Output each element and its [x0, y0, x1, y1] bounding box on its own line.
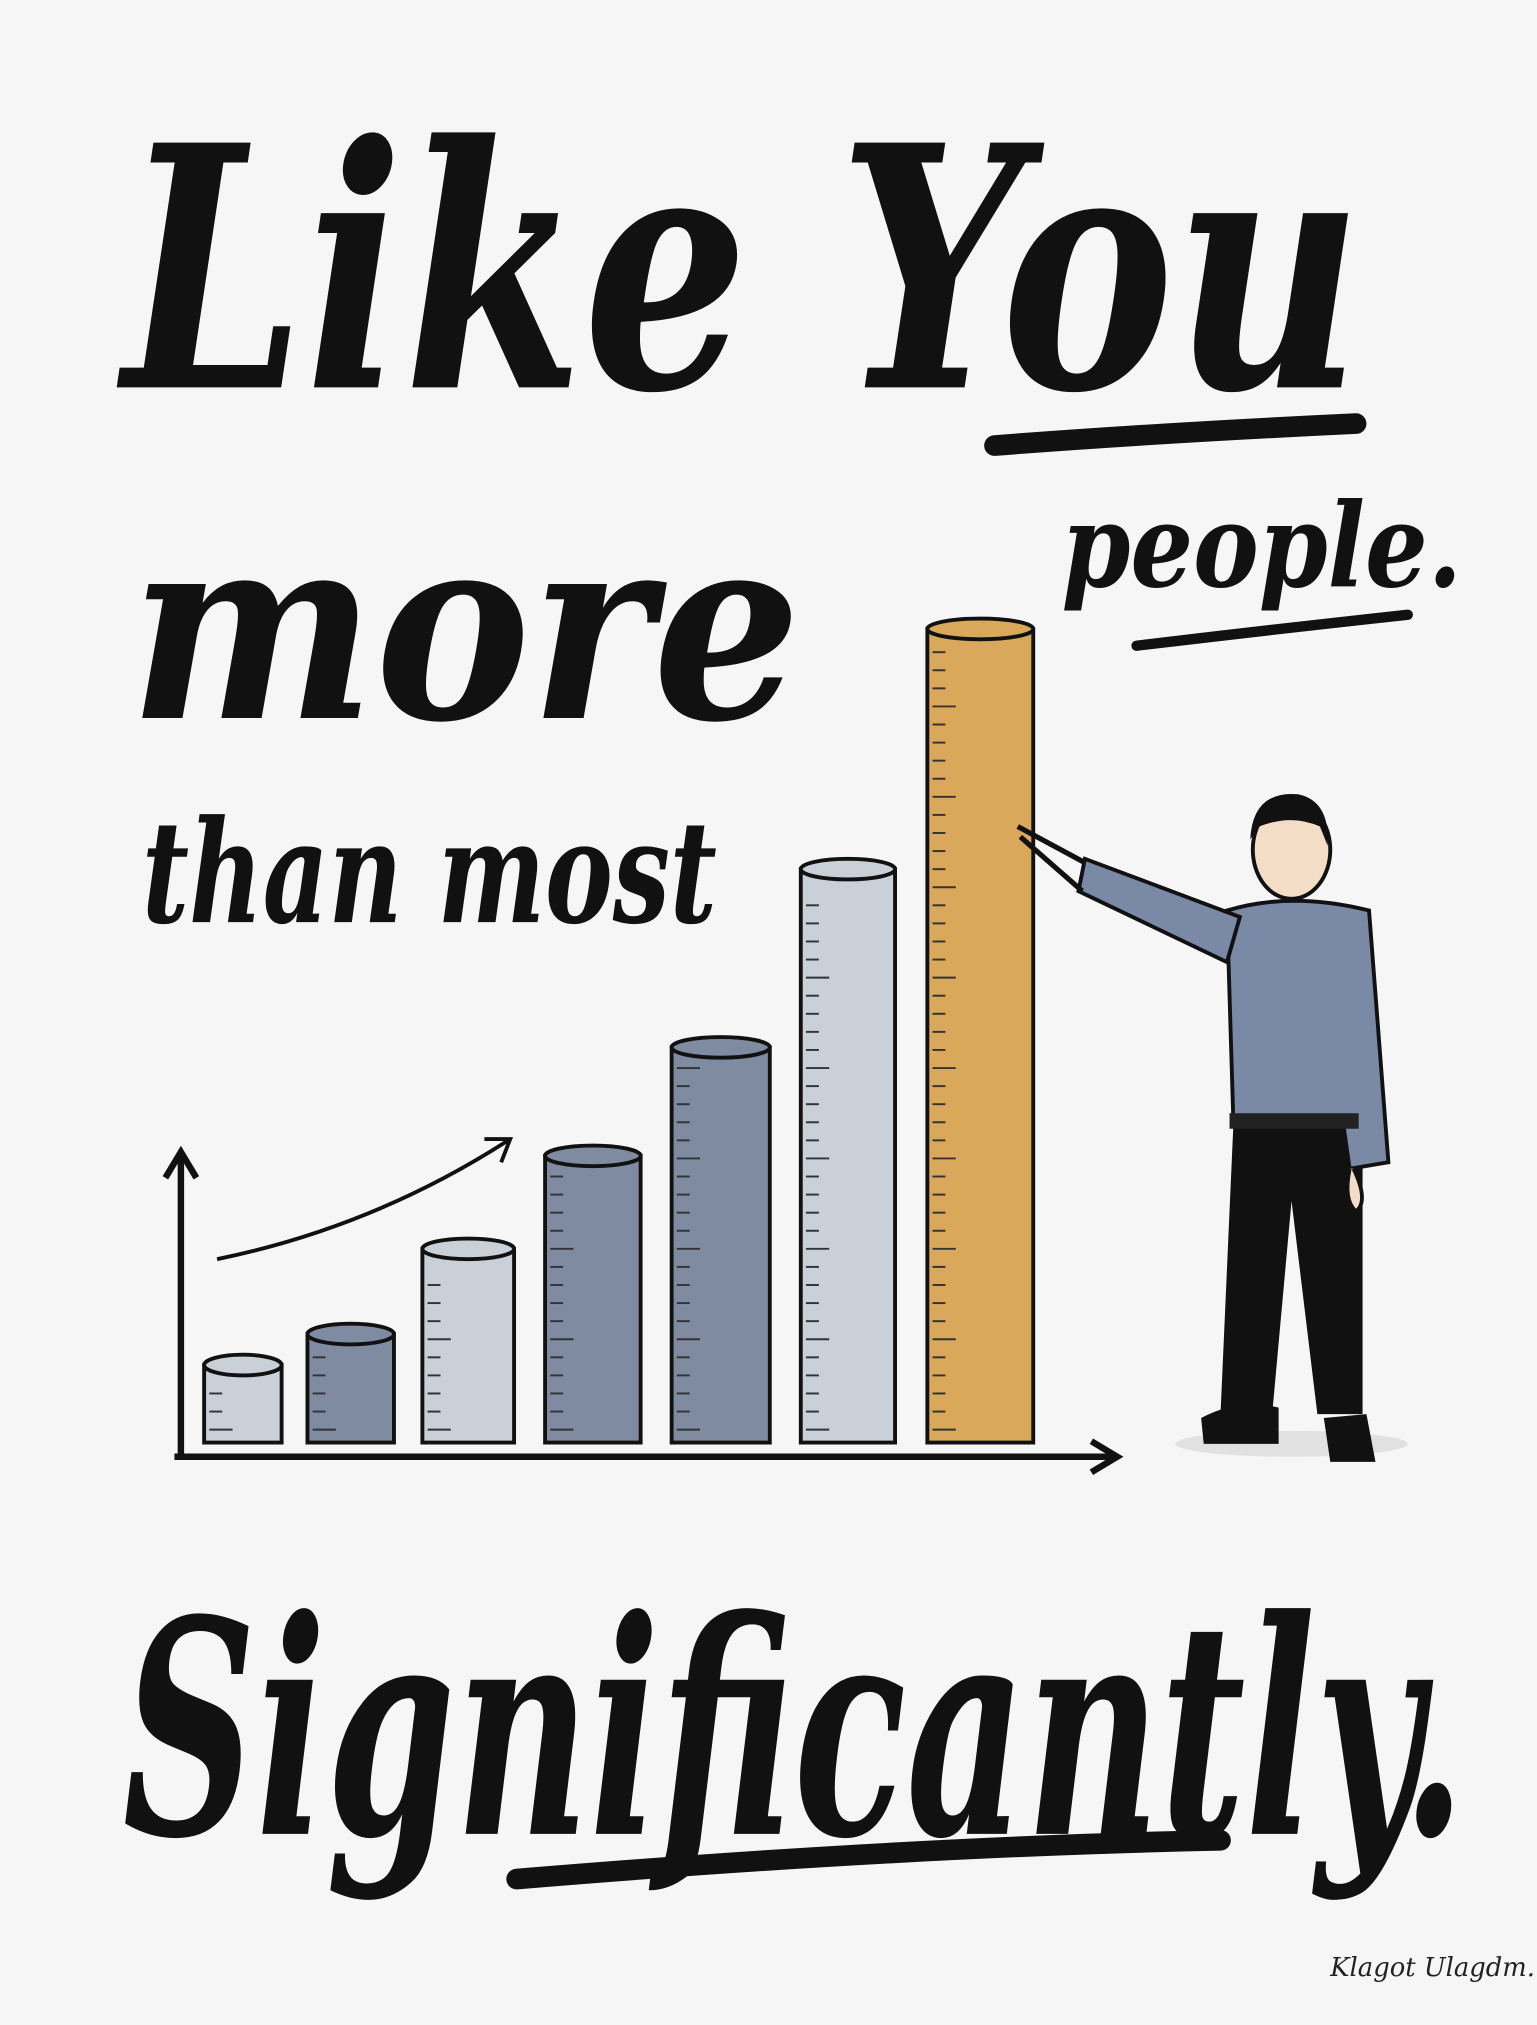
bar-1	[202, 1352, 284, 1445]
man-pointing	[1016, 793, 1408, 1462]
left-shoe	[1201, 1404, 1279, 1444]
bar-body	[543, 1153, 643, 1445]
underline-significantly	[506, 1829, 1231, 1890]
bar-4	[543, 1143, 643, 1445]
shirt	[1224, 898, 1391, 1172]
headline-than-most: than most	[142, 789, 717, 956]
hand	[1345, 1167, 1364, 1214]
underline-people	[1131, 609, 1413, 651]
right-shoe	[1323, 1414, 1376, 1462]
trend-arrow	[216, 1137, 514, 1262]
bar-body	[420, 1246, 517, 1445]
headline-more: more	[129, 475, 801, 779]
y-axis-arrow	[162, 1145, 200, 1457]
bar-5	[669, 1035, 772, 1445]
bar-body	[669, 1045, 772, 1445]
bar-cap	[925, 616, 1036, 642]
bar-cap	[798, 856, 897, 882]
bar-chart-illustration	[162, 616, 1124, 1476]
hair	[1250, 793, 1328, 846]
underline-you	[984, 413, 1367, 456]
bar-cap	[669, 1035, 772, 1060]
bar-cap	[543, 1143, 643, 1169]
belt	[1229, 1113, 1359, 1129]
bar-body	[305, 1332, 396, 1445]
bar-7	[925, 616, 1036, 1445]
bar-2	[305, 1321, 396, 1445]
bar-cap	[305, 1321, 396, 1347]
headline-people: people.	[1062, 478, 1462, 614]
headline-like-you: Like You	[115, 73, 1363, 467]
bar-cap	[202, 1352, 284, 1378]
bar-3	[420, 1236, 517, 1445]
artist-signature: Klagot Ulagdm.	[1329, 1953, 1535, 1983]
pointing-hand	[1016, 824, 1087, 894]
bar-6	[798, 856, 897, 1445]
trousers	[1220, 1123, 1363, 1415]
x-axis-arrow	[174, 1438, 1124, 1476]
headline-significantly: Significantly.	[123, 1556, 1466, 1905]
bar-cap	[420, 1236, 517, 1262]
